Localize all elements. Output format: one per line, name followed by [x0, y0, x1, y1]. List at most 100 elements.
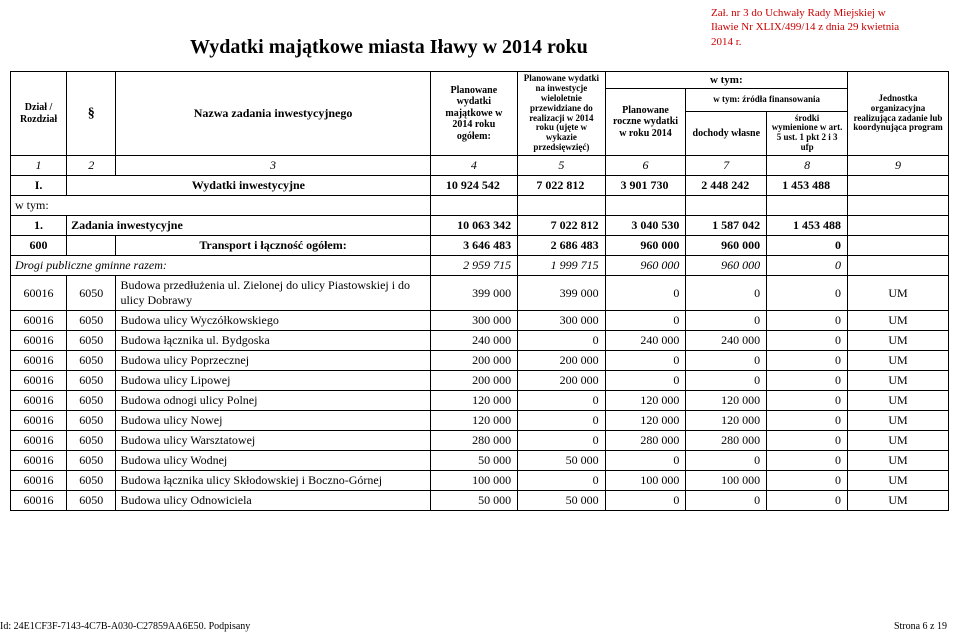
row-jednostka: UM — [847, 371, 948, 391]
hdr-nazwa: Nazwa zadania inwestycyjnego — [116, 72, 430, 156]
row-nazwa: Budowa ulicy Poprzecznej — [116, 351, 430, 371]
row-val-dochody: 120 000 — [686, 391, 767, 411]
row-val-ogolem: 280 000 — [430, 431, 518, 451]
row-nazwa: Budowa ulicy Warsztatowej — [116, 431, 430, 451]
row-nazwa: Budowa przedłużenia ul. Zielonej do ulic… — [116, 276, 430, 311]
row-val-dochody: 0 — [686, 451, 767, 471]
row-paragraph: 6050 — [67, 451, 116, 471]
subsection-v2: 7 022 812 — [518, 216, 606, 236]
row-jednostka: UM — [847, 331, 948, 351]
hdr-dochody: dochody własne — [686, 111, 767, 156]
subsection-v4: 1 587 042 — [686, 216, 767, 236]
section-wydatki-inwestycyjne: I. Wydatki inwestycyjne 10 924 542 7 022… — [11, 176, 949, 196]
row-val-ogolem: 200 000 — [430, 371, 518, 391]
row-nazwa: Budowa ulicy Wodnej — [116, 451, 430, 471]
row-val-inwest: 0 — [518, 411, 606, 431]
row-val-inwest: 399 000 — [518, 276, 606, 311]
row-val-ogolem: 50 000 — [430, 451, 518, 471]
row-val-ogolem: 50 000 — [430, 491, 518, 511]
row-paragraph: 6050 — [67, 331, 116, 351]
row-nazwa: Budowa ulicy Odnowiciela — [116, 491, 430, 511]
row-val-roczne: 100 000 — [605, 471, 686, 491]
row-paragraph: 6050 — [67, 411, 116, 431]
w-tym-empty6 — [847, 196, 948, 216]
row-dzial: 60016 — [11, 276, 67, 311]
row-paragraph: 6050 — [67, 471, 116, 491]
group-600-code: 600 — [11, 236, 67, 256]
row-val-srodki: 0 — [767, 451, 848, 471]
row-val-dochody: 120 000 — [686, 411, 767, 431]
attachment-line1: Zał. nr 3 do Uchwały Rady Miejskiej w — [711, 7, 886, 19]
row-paragraph: 6050 — [67, 391, 116, 411]
row-val-srodki: 0 — [767, 276, 848, 311]
group-600-v3: 960 000 — [605, 236, 686, 256]
hdr-srodki: środki wymienione w art. 5 ust. 1 pkt 2 … — [767, 111, 848, 156]
table-row: 600166050Budowa ulicy Poprzecznej 200 000… — [11, 351, 949, 371]
subsection-v6 — [847, 216, 948, 236]
group-600-v1: 3 646 483 — [430, 236, 518, 256]
colnum-9: 9 — [847, 156, 948, 176]
row-val-inwest: 50 000 — [518, 451, 606, 471]
subsection-v3: 3 040 530 — [605, 216, 686, 236]
table-row: 600166050Budowa ulicy Wodnej50 00050 000… — [11, 451, 949, 471]
row-val-roczne: 0 — [605, 451, 686, 471]
row-jednostka: UM — [847, 276, 948, 311]
row-val-inwest: 300 000 — [518, 311, 606, 331]
hdr-zrodla: w tym: źródła finansowania — [686, 89, 848, 112]
row-val-inwest: 0 — [518, 391, 606, 411]
table-row: 600166050Budowa ulicy Warsztatowej280 00… — [11, 431, 949, 451]
row-val-roczne: 0 — [605, 311, 686, 331]
row-val-ogolem: 120 000 — [430, 411, 518, 431]
section-v4: 2 448 242 — [686, 176, 767, 196]
row-paragraph: 6050 — [67, 311, 116, 331]
row-dzial: 60016 — [11, 431, 67, 451]
row-val-inwest: 200 000 — [518, 351, 606, 371]
row-val-srodki: 0 — [767, 391, 848, 411]
row-dzial: 60016 — [11, 351, 67, 371]
row-val-roczne: 0 — [605, 491, 686, 511]
row-val-roczne: 120 000 — [605, 411, 686, 431]
group-600-v4: 960 000 — [686, 236, 767, 256]
row-dzial: 60016 — [11, 411, 67, 431]
hdr-dzial-rozdzial: Dział / Rozdział — [11, 72, 67, 156]
hdr-jednostka: Jednostka organizacyjna realizująca zada… — [847, 72, 948, 156]
row-val-roczne: 240 000 — [605, 331, 686, 351]
w-tym-row: w tym: — [11, 196, 949, 216]
drogi-v6 — [847, 256, 948, 276]
footer-id: Id: 24E1CF3F-7143-4C7B-A030-C27859AA6E50… — [0, 621, 250, 632]
table-row: 600166050Budowa odnogi ulicy Polnej120 0… — [11, 391, 949, 411]
row-val-inwest: 0 — [518, 431, 606, 451]
row-val-ogolem: 300 000 — [430, 311, 518, 331]
drogi-v4: 960 000 — [686, 256, 767, 276]
section-v3: 3 901 730 — [605, 176, 686, 196]
row-val-ogolem: 240 000 — [430, 331, 518, 351]
colnum-8: 8 — [767, 156, 848, 176]
hdr-plan-inwest: Planowane wydatki na inwestycje wielolet… — [518, 72, 606, 156]
table-body: I. Wydatki inwestycyjne 10 924 542 7 022… — [11, 176, 949, 511]
row-jednostka: UM — [847, 311, 948, 331]
table-row: 600166050Budowa ulicy Nowej120 0000120 0… — [11, 411, 949, 431]
table-row: 600166050Budowa łącznika ul. Bydgoska240… — [11, 331, 949, 351]
colnum-5: 5 — [518, 156, 606, 176]
w-tym-empty5 — [767, 196, 848, 216]
colnum-7: 7 — [686, 156, 767, 176]
row-val-dochody: 0 — [686, 371, 767, 391]
section-v6 — [847, 176, 948, 196]
row-jednostka: UM — [847, 471, 948, 491]
group-600-v2: 2 686 483 — [518, 236, 606, 256]
subsection-label: Zadania inwestycyjne — [67, 216, 431, 236]
group-600-v5: 0 — [767, 236, 848, 256]
row-paragraph: 6050 — [67, 351, 116, 371]
row-val-srodki: 0 — [767, 411, 848, 431]
drogi-label: Drogi publiczne gminne razem: — [11, 256, 431, 276]
page-container: Zał. nr 3 do Uchwały Rady Miejskiej w Ił… — [0, 0, 959, 638]
group-600-row: 600 Transport i łączność ogółem: 3 646 4… — [11, 236, 949, 256]
row-val-srodki: 0 — [767, 311, 848, 331]
row-val-ogolem: 120 000 — [430, 391, 518, 411]
row-val-inwest: 50 000 — [518, 491, 606, 511]
row-val-dochody: 240 000 — [686, 331, 767, 351]
w-tym-empty2 — [518, 196, 606, 216]
section-num: I. — [11, 176, 67, 196]
row-val-roczne: 0 — [605, 371, 686, 391]
row-val-srodki: 0 — [767, 431, 848, 451]
